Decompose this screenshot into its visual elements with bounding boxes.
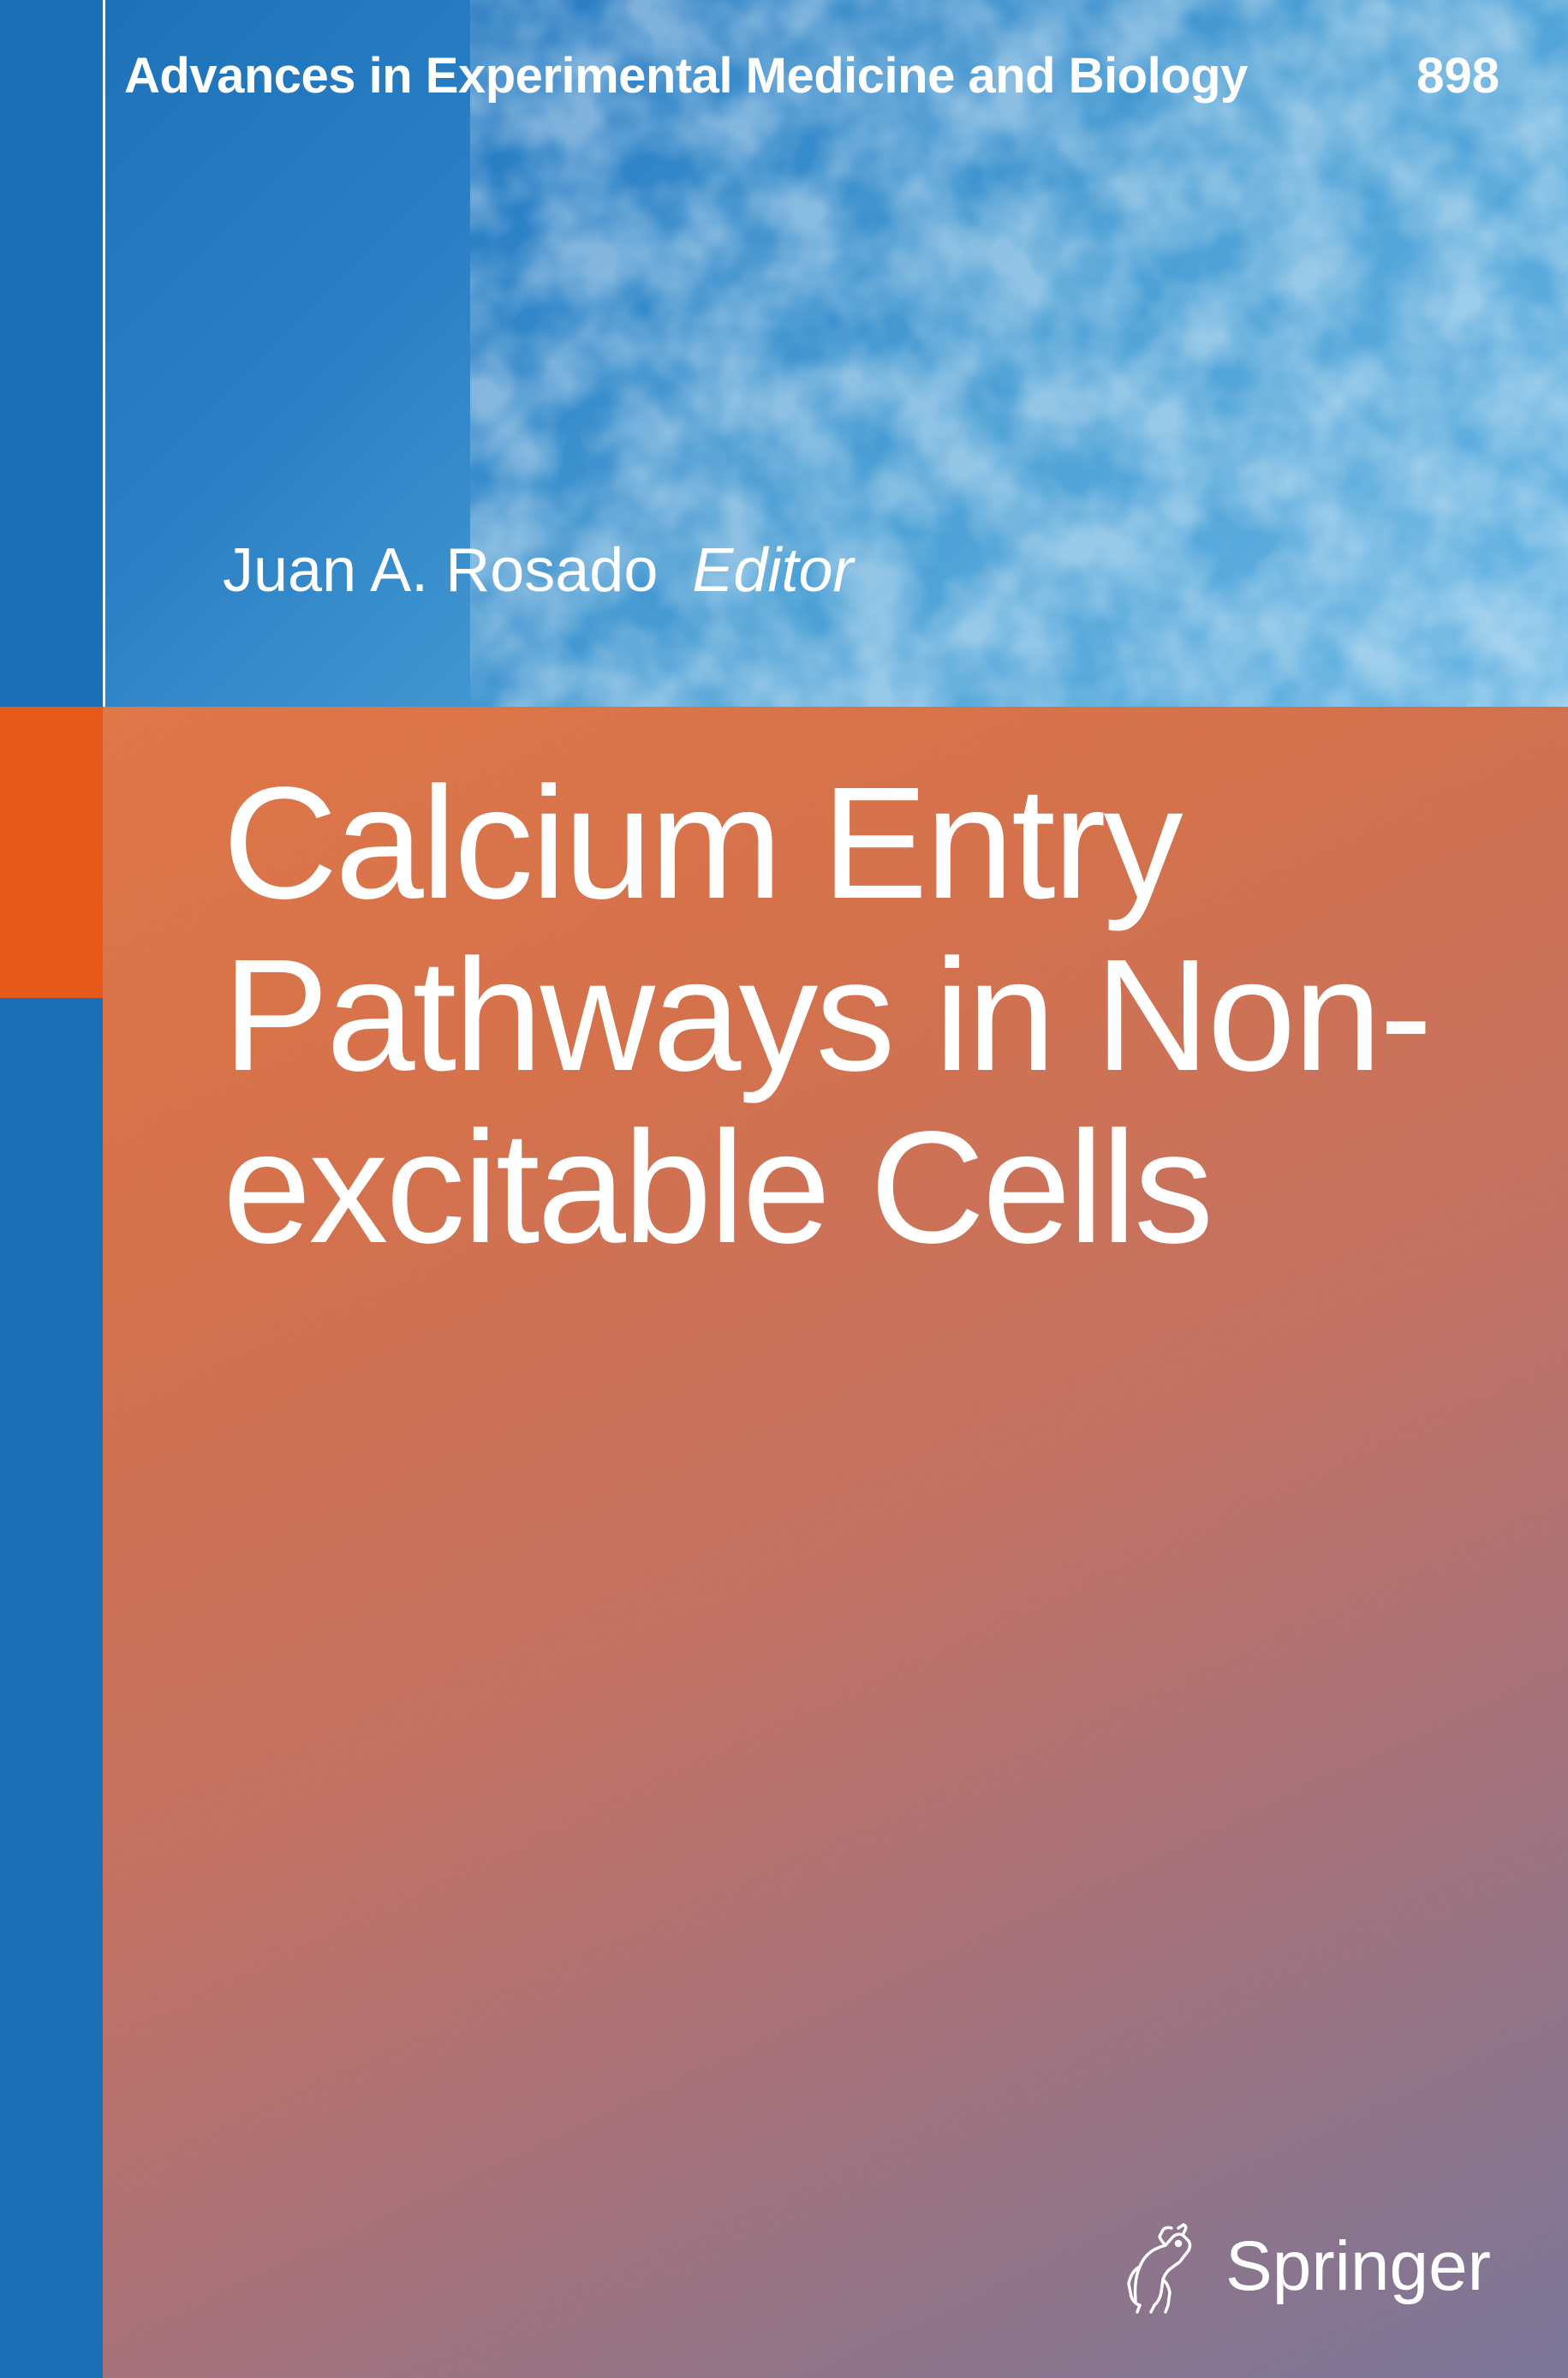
book-title: Calcium Entry Pathways in Non-excitable … [223,758,1482,1275]
series-header: Advances in Experimental Medicine and Bi… [124,47,1499,105]
book-cover: Advances in Experimental Medicine and Bi… [0,0,1568,2378]
editor-name: Juan A. Rosado [223,536,658,605]
series-name: Advances in Experimental Medicine and Bi… [124,47,1248,105]
editor-credit: Juan A. Rosado Editor [223,535,853,606]
orange-accent-tab [0,707,103,998]
publisher-name: Springer [1225,2226,1491,2307]
divider-line [103,0,105,707]
main-title-section: Calcium Entry Pathways in Non-excitable … [103,707,1568,2378]
volume-number: 898 [1416,47,1499,105]
springer-horse-icon [1118,2220,1204,2314]
editor-role: Editor [692,536,853,605]
publisher-block: Springer [1118,2220,1491,2314]
